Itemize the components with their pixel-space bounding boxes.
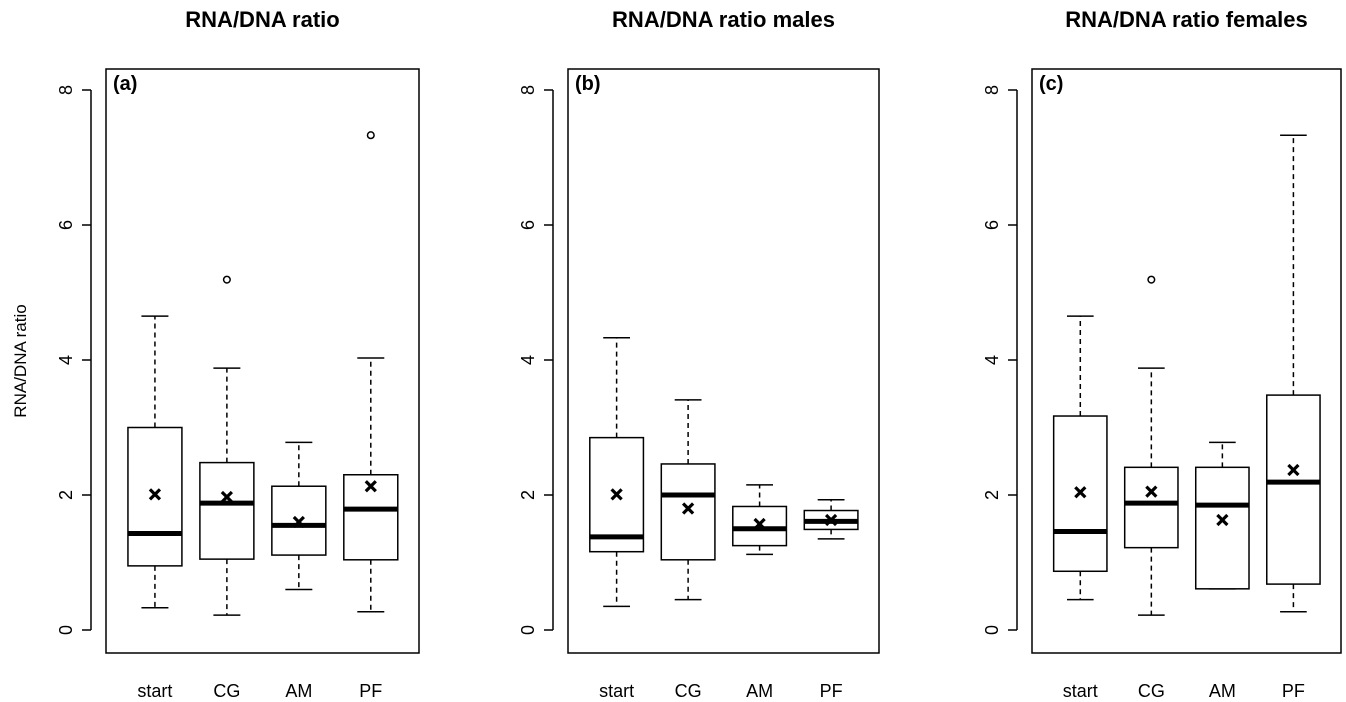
x-category-label: PF [359,681,382,701]
box-PF [803,498,859,540]
x-category-label: start [1063,681,1098,701]
y-tick-label: 2 [982,490,1002,500]
panel-label: (a) [113,73,137,95]
chart-title: RNA/DNA ratio [185,7,339,32]
mean-marker [1287,463,1300,477]
x-category-label: AM [746,681,773,701]
outlier-point [222,275,231,284]
mean-marker-stroke [220,490,234,504]
mean-marker [220,490,234,504]
x-category-label: CG [675,681,702,701]
y-tick-label: 0 [518,625,538,635]
x-category-label: AM [285,681,312,701]
y-tick-label: 2 [56,490,76,500]
box-AM [1194,441,1250,590]
panel-label: (c) [1039,73,1063,95]
box-CG [660,399,716,601]
x-category-label: CG [213,681,240,701]
iqr-box [343,474,399,561]
y-tick-label: 6 [982,220,1002,230]
y-tick-label: 8 [518,85,538,95]
iqr-box [660,463,716,561]
mean-marker [148,488,162,501]
x-category-label: CG [1138,681,1165,701]
iqr-box [1123,466,1179,549]
box-AM [271,441,327,591]
mean-marker-stroke [1145,485,1158,498]
box-PF [1266,134,1321,613]
box-PF [343,131,399,613]
chart-panel-2: RNA/DNA ratio males (b) 0 2 4 6 8 start CG AM PF [518,7,880,701]
outlier-point [366,131,375,140]
mean-marker-stroke [292,515,305,529]
iqr-box [199,461,255,560]
mean-marker [681,502,695,515]
box-AM [732,484,788,556]
mean-marker-stroke [610,488,623,501]
chart-panel-3: RNA/DNA ratio females (c) 0 2 4 6 8 start CG AM PF [982,7,1342,701]
outlier-point [1147,275,1156,284]
mean-marker [1216,513,1229,527]
box-start [127,315,183,609]
y-tick-label: 8 [982,85,1002,95]
mean-marker-stroke [1287,463,1300,477]
mean-marker [1074,486,1087,499]
mean-marker [1145,485,1158,498]
y-tick-label: 6 [56,220,76,230]
mean-marker-stroke [681,502,695,515]
y-tick-label: 2 [518,490,538,500]
box-CG [199,275,255,616]
box-start [589,336,645,608]
mean-marker-stroke [824,513,838,527]
mean-marker-stroke [753,517,766,531]
mean-marker [610,488,623,501]
panel-label: (b) [575,73,601,95]
mean-marker-stroke [1216,513,1229,527]
mean-marker [753,517,766,531]
x-category-label: PF [1282,681,1305,701]
plot-frame [1031,68,1342,654]
x-category-label: PF [820,681,843,701]
x-category-label: start [137,681,172,701]
x-category-label: start [599,681,634,701]
y-tick-label: 4 [56,355,76,365]
iqr-box [1194,466,1250,590]
mean-marker [824,513,838,527]
mean-marker-stroke [364,480,377,493]
plot-frame [567,68,880,654]
box-start [1052,315,1108,601]
iqr-box [1266,394,1321,585]
chart-title: RNA/DNA ratio males [612,7,835,32]
y-axis-label: RNA/DNA ratio [11,304,30,417]
y-tick-label: 0 [56,625,76,635]
y-tick-label: 4 [982,355,1002,365]
y-tick-label: 6 [518,220,538,230]
y-tick-label: 0 [982,625,1002,635]
y-tick-label: 4 [518,355,538,365]
chart-title: RNA/DNA ratio females [1065,7,1307,32]
x-category-label: AM [1209,681,1236,701]
chart-panel-1: RNA/DNA ratio (a) 0 2 4 6 8 RNA/DNA ratio start C… [11,7,420,701]
mean-marker-stroke [148,488,162,501]
mean-marker [364,480,377,493]
mean-marker [292,515,305,529]
plot-frame [105,68,420,654]
mean-marker-stroke [1074,486,1087,499]
y-tick-label: 8 [56,85,76,95]
iqr-box [127,426,183,567]
box-CG [1123,275,1179,616]
